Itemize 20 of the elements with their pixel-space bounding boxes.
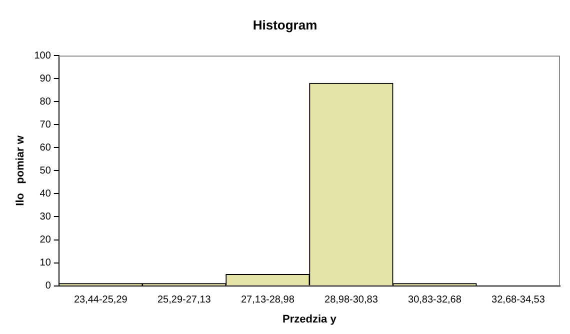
y-axis-title: Ilo pomiar w <box>14 135 27 206</box>
y-tick-label: 40 <box>40 188 52 200</box>
y-tick-label: 50 <box>40 165 52 176</box>
y-tick-label: 70 <box>40 119 52 130</box>
chart-title: Histogram <box>252 17 318 32</box>
y-tick-label: 100 <box>34 50 52 62</box>
x-tick-label: 27,13-28,98 <box>240 294 295 306</box>
y-tick-label: 10 <box>40 258 52 269</box>
x-tick-label: 23,44-25,29 <box>74 294 128 306</box>
x-tick-label: 30,83-32,68 <box>408 294 462 306</box>
y-tick-label: 60 <box>40 142 52 154</box>
y-tick-label: 80 <box>40 96 52 108</box>
y-tick-label: 30 <box>40 211 52 222</box>
x-axis-title: Przedzia y <box>282 313 338 326</box>
y-tick-label: 20 <box>40 234 52 246</box>
y-tick-label: 0 <box>45 280 52 292</box>
x-tick-label: 25,29-27,13 <box>157 294 212 306</box>
y-tick-label: 90 <box>40 73 52 84</box>
x-tick-label: 28,98-30,83 <box>324 294 378 306</box>
x-tick-label: 32,68-34,53 <box>492 294 546 306</box>
